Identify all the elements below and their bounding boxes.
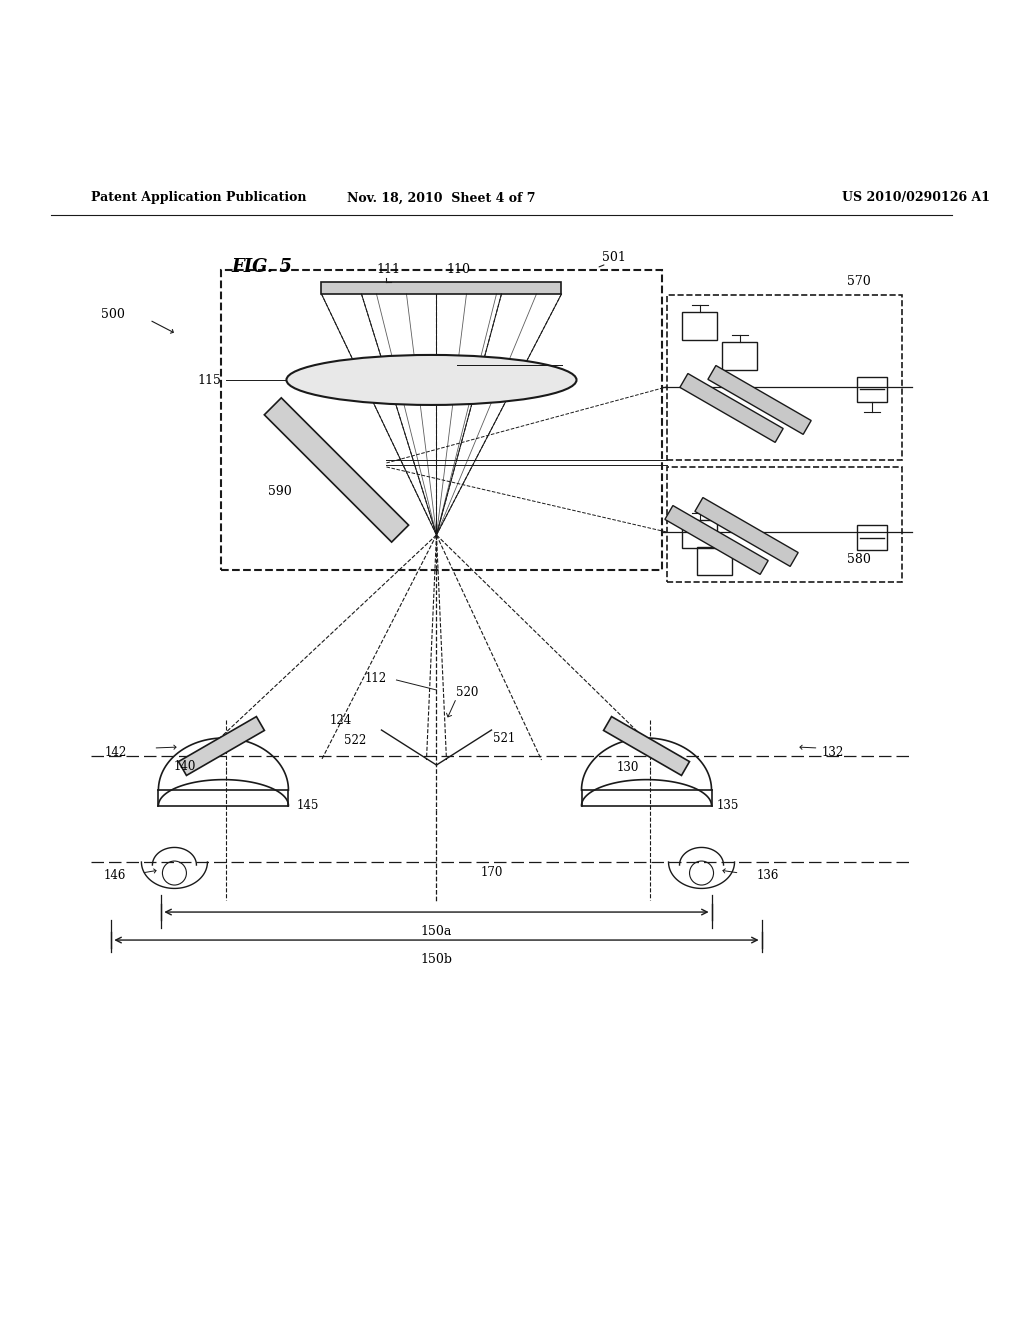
- Text: 132: 132: [821, 746, 844, 759]
- Text: FIG. 5: FIG. 5: [231, 257, 292, 276]
- Text: Patent Application Publication: Patent Application Publication: [91, 191, 307, 205]
- Polygon shape: [665, 506, 768, 574]
- Text: 500: 500: [101, 309, 125, 322]
- Polygon shape: [708, 366, 811, 434]
- Text: 111: 111: [377, 263, 400, 276]
- Polygon shape: [680, 374, 783, 442]
- Text: 130: 130: [616, 760, 639, 774]
- Text: 136: 136: [757, 869, 779, 882]
- Text: 150b: 150b: [421, 953, 453, 966]
- Text: 140: 140: [174, 759, 197, 772]
- Text: 580: 580: [847, 553, 870, 566]
- Polygon shape: [695, 498, 798, 566]
- Text: 150a: 150a: [421, 925, 453, 939]
- Text: Nov. 18, 2010  Sheet 4 of 7: Nov. 18, 2010 Sheet 4 of 7: [347, 191, 536, 205]
- Text: 115: 115: [198, 375, 221, 388]
- Text: 146: 146: [104, 869, 126, 882]
- Text: 145: 145: [296, 799, 318, 812]
- Text: 522: 522: [344, 734, 367, 747]
- Bar: [322, 282, 561, 294]
- Text: 142: 142: [104, 746, 126, 759]
- Text: 110: 110: [446, 263, 470, 276]
- Text: 501: 501: [601, 251, 626, 264]
- Text: 170: 170: [480, 866, 503, 879]
- Polygon shape: [264, 397, 409, 543]
- Text: 590: 590: [267, 486, 292, 499]
- Text: 124: 124: [329, 714, 351, 726]
- Text: 135: 135: [717, 799, 739, 812]
- Polygon shape: [603, 717, 689, 775]
- Text: 570: 570: [847, 275, 870, 288]
- Polygon shape: [178, 717, 264, 775]
- Text: 520: 520: [457, 685, 479, 698]
- Text: US 2010/0290126 A1: US 2010/0290126 A1: [842, 191, 989, 205]
- Text: 112: 112: [365, 672, 386, 685]
- Ellipse shape: [287, 355, 577, 405]
- Text: 521: 521: [494, 731, 516, 744]
